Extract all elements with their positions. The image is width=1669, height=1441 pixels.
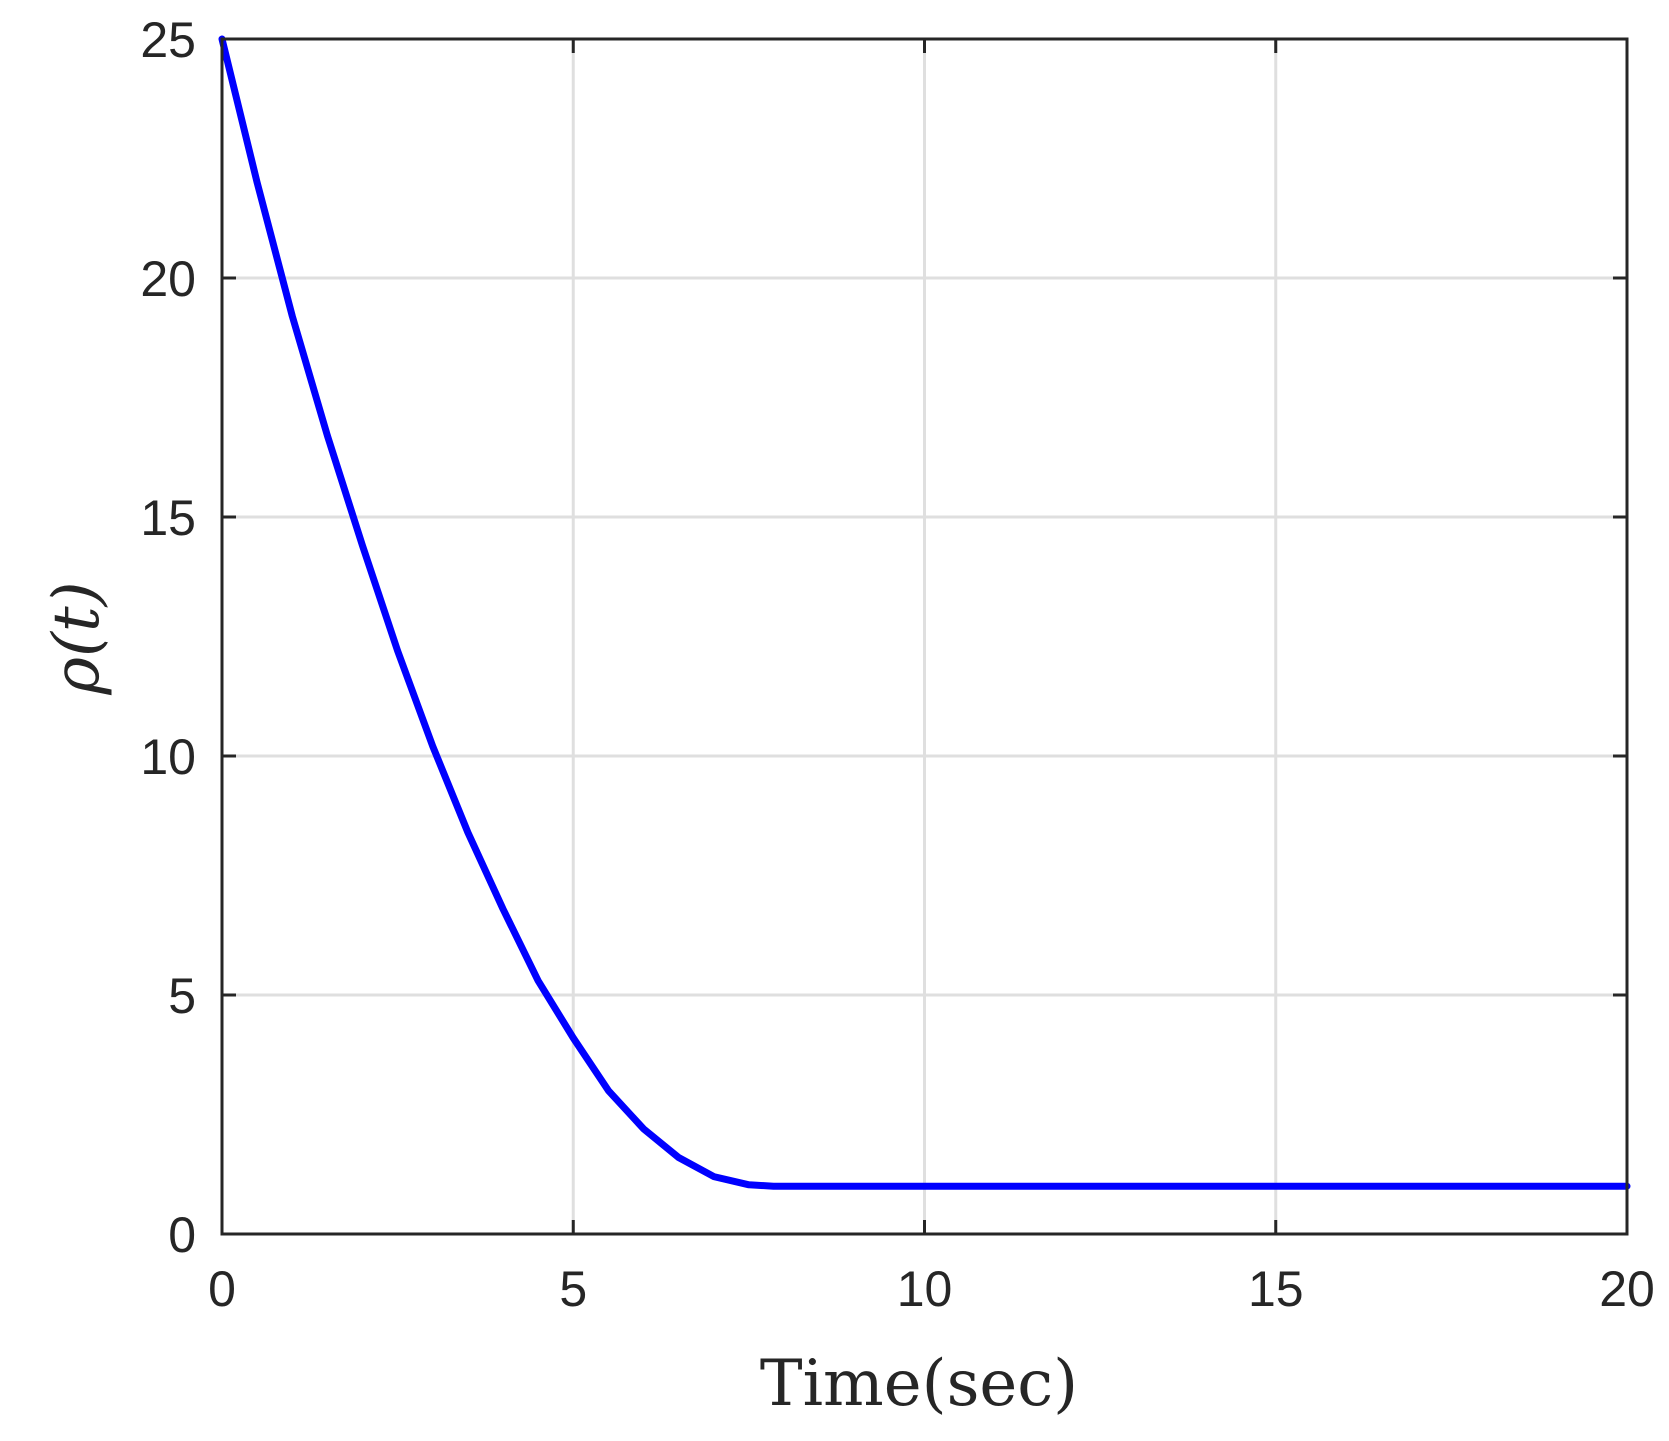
x-tick-label: 10 [897, 1261, 953, 1317]
x-tick-label: 20 [1599, 1261, 1655, 1317]
y-axis-label: ρ(t) [40, 581, 114, 695]
y-tick-label: 20 [140, 251, 196, 307]
y-tick-label: 10 [140, 729, 196, 785]
y-tick-label: 25 [140, 12, 196, 68]
series-line [218, 35, 1631, 1190]
tick-labels: 0 5 10 15 20 0 5 10 15 20 25 [140, 12, 1654, 1317]
x-axis-label: Time(sec) [760, 1347, 1078, 1421]
x-tick-label: 5 [559, 1261, 587, 1317]
grid-lines [222, 39, 1627, 1234]
y-tick-label: 15 [140, 490, 196, 546]
y-tick-label: 0 [168, 1207, 196, 1263]
axes [220, 37, 1629, 1236]
x-tick-label: 0 [208, 1261, 236, 1317]
series-layer [218, 35, 1631, 1190]
x-tick-label: 15 [1248, 1261, 1304, 1317]
y-tick-label: 5 [168, 968, 196, 1024]
